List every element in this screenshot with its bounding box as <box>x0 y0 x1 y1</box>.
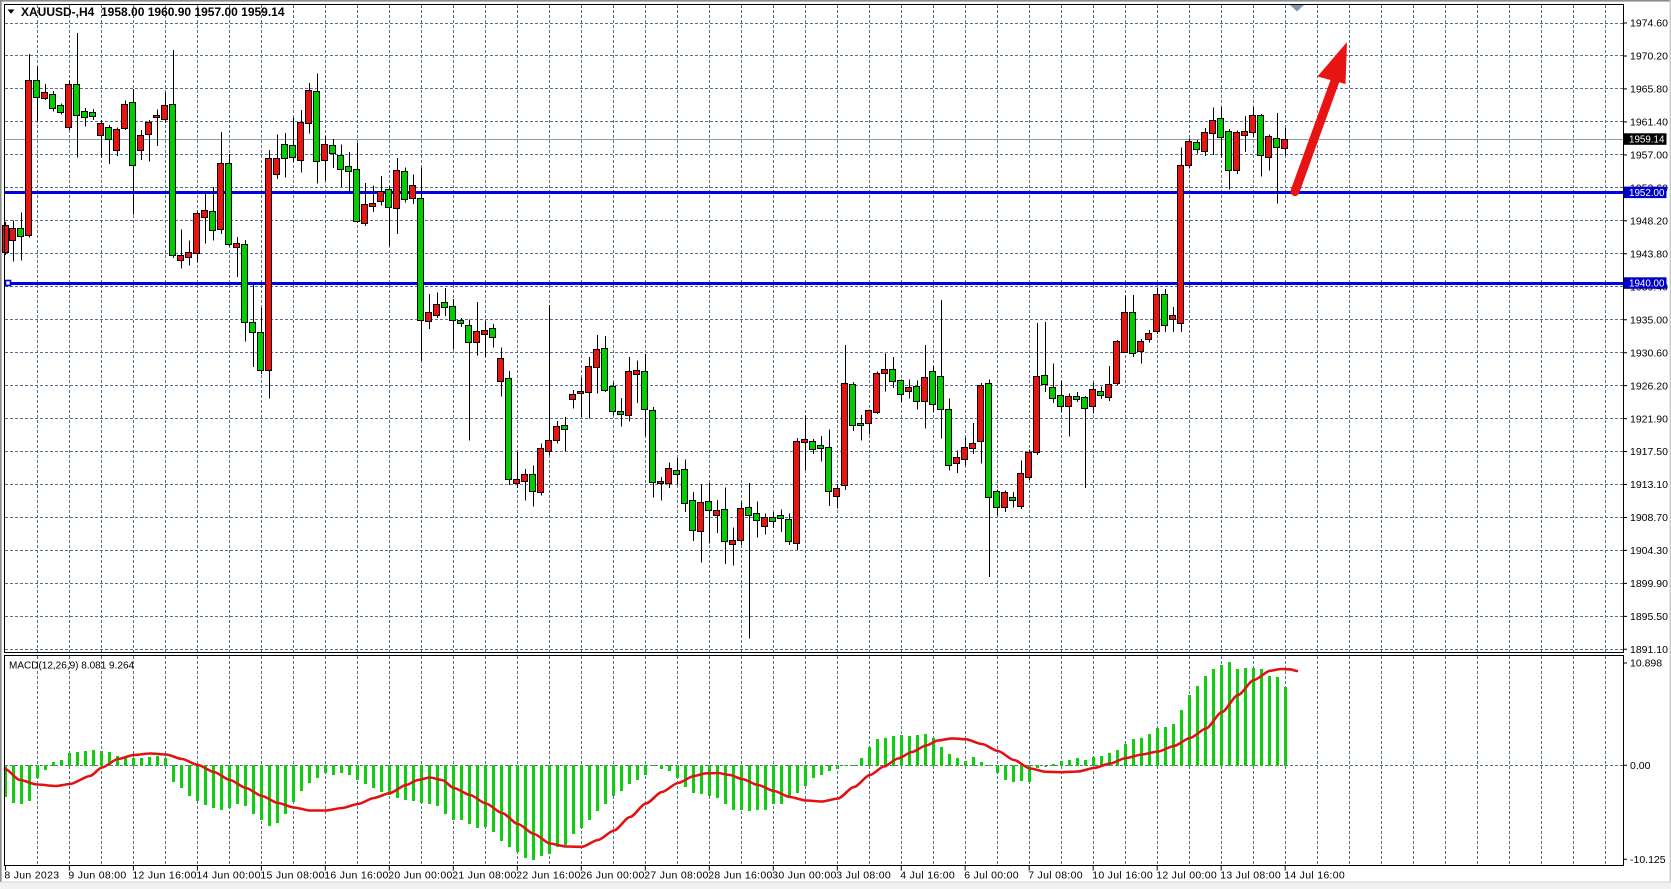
svg-text:16 Jun 16:00: 16 Jun 16:00 <box>324 870 388 882</box>
svg-text:14 Jul 16:00: 14 Jul 16:00 <box>1284 870 1345 882</box>
svg-text:MACD(12,26,9) 8.081 9.264: MACD(12,26,9) 8.081 9.264 <box>9 661 135 672</box>
svg-text:1943.80: 1943.80 <box>1630 249 1668 261</box>
svg-text:1970.20: 1970.20 <box>1630 51 1668 63</box>
svg-text:13 Jul 08:00: 13 Jul 08:00 <box>1220 870 1281 882</box>
svg-text:1921.90: 1921.90 <box>1630 413 1668 425</box>
svg-text:14 Jun 00:00: 14 Jun 00:00 <box>196 870 260 882</box>
svg-text:1948.20: 1948.20 <box>1630 216 1668 228</box>
svg-text:1974.60: 1974.60 <box>1630 18 1668 30</box>
svg-text:7 Jul 08:00: 7 Jul 08:00 <box>1028 870 1083 882</box>
svg-text:1957.00: 1957.00 <box>1630 150 1668 162</box>
svg-text:6 Jul 00:00: 6 Jul 00:00 <box>964 870 1019 882</box>
svg-text:0.00: 0.00 <box>1630 760 1651 772</box>
svg-text:28 Jun 16:00: 28 Jun 16:00 <box>708 870 772 882</box>
svg-text:1930.60: 1930.60 <box>1630 347 1668 359</box>
svg-text:15 Jun 08:00: 15 Jun 08:00 <box>260 870 324 882</box>
svg-text:10 Jul 16:00: 10 Jul 16:00 <box>1092 870 1153 882</box>
svg-text:12 Jul 00:00: 12 Jul 00:00 <box>1156 870 1217 882</box>
svg-text:3 Jul 08:00: 3 Jul 08:00 <box>836 870 891 882</box>
svg-text:1904.30: 1904.30 <box>1630 545 1668 557</box>
svg-text:22 Jun 16:00: 22 Jun 16:00 <box>516 870 580 882</box>
svg-text:1895.50: 1895.50 <box>1630 611 1668 623</box>
svg-text:1891.10: 1891.10 <box>1630 644 1668 656</box>
svg-text:10.898: 10.898 <box>1630 658 1662 670</box>
svg-text:20 Jun 00:00: 20 Jun 00:00 <box>388 870 452 882</box>
svg-text:1940.00: 1940.00 <box>1629 279 1665 290</box>
svg-text:1959.14: 1959.14 <box>1629 135 1665 146</box>
svg-text:21 Jun 08:00: 21 Jun 08:00 <box>452 870 516 882</box>
svg-text:26 Jun 00:00: 26 Jun 00:00 <box>580 870 644 882</box>
svg-text:1965.80: 1965.80 <box>1630 84 1668 96</box>
svg-text:1913.10: 1913.10 <box>1630 479 1668 491</box>
svg-text:27 Jun 08:00: 27 Jun 08:00 <box>644 870 708 882</box>
svg-text:1908.70: 1908.70 <box>1630 512 1668 524</box>
svg-text:1899.90: 1899.90 <box>1630 578 1668 590</box>
svg-text:-10.125: -10.125 <box>1630 854 1666 866</box>
svg-text:1961.40: 1961.40 <box>1630 117 1668 129</box>
svg-text:1935.00: 1935.00 <box>1630 314 1668 326</box>
svg-text:12 Jun 16:00: 12 Jun 16:00 <box>132 870 196 882</box>
svg-text:8 Jun 2023: 8 Jun 2023 <box>4 870 59 882</box>
svg-text:30 Jun 00:00: 30 Jun 00:00 <box>772 870 836 882</box>
svg-text:1917.50: 1917.50 <box>1630 446 1668 458</box>
svg-text:4 Jul 16:00: 4 Jul 16:00 <box>900 870 955 882</box>
svg-text:XAUUSD-,H4 1958.00 1960.90 19: XAUUSD-,H4 1958.00 1960.90 1957.00 1959.… <box>21 5 285 19</box>
svg-text:1952.00: 1952.00 <box>1629 188 1665 199</box>
svg-text:9 Jun 08:00: 9 Jun 08:00 <box>68 870 126 882</box>
svg-text:1926.20: 1926.20 <box>1630 380 1668 392</box>
